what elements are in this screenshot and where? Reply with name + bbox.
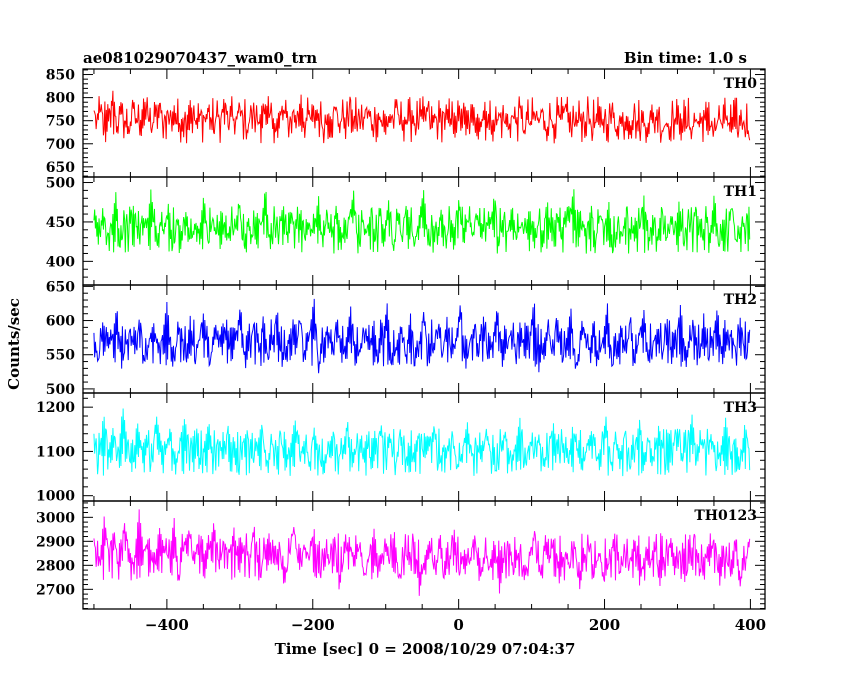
- series-line-th3: [93, 408, 751, 477]
- bin-time-label: Bin time: 1.0 s: [624, 49, 747, 67]
- chart-title: ae081029070437_wam0_trn: [83, 49, 317, 67]
- series-line-th0: [93, 90, 751, 144]
- x-tick-label: 400: [735, 616, 766, 634]
- y-tick-label: 1200: [36, 400, 75, 416]
- x-tick-label: 200: [589, 616, 620, 634]
- y-tick-label: 850: [46, 68, 75, 84]
- y-tick-label: 650: [46, 160, 75, 176]
- panel-th0: 650 700 750 800 850 TH0: [46, 68, 766, 178]
- series-label-th0123: TH0123: [694, 508, 757, 524]
- y-tick-label: 2700: [36, 582, 75, 598]
- y-tick-label: 700: [46, 137, 75, 153]
- y-tick-label: 500: [46, 176, 75, 192]
- series-line-th2: [93, 298, 751, 374]
- series-label-th0: TH0: [724, 76, 758, 92]
- y-tick-label: 1100: [36, 444, 75, 460]
- y-tick-label: 550: [46, 348, 75, 364]
- x-axis-label: Time [sec] 0 = 2008/10/29 07:04:37: [275, 640, 576, 658]
- series-label-th2: TH2: [724, 292, 757, 308]
- series-label-th3: TH3: [724, 400, 757, 416]
- panel-th2: 500 550 600 650 TH2: [46, 279, 766, 398]
- x-tick-label: −200: [291, 616, 335, 634]
- y-tick-label: 650: [46, 279, 75, 295]
- panel-th1: 400 450 500 TH1: [46, 176, 766, 286]
- y-axis-label: Counts/sec: [5, 298, 23, 390]
- panel-th3: 1000 1100 1200 TH3: [36, 392, 766, 505]
- series-line-th1: [93, 189, 751, 254]
- x-tick-label: 0: [453, 616, 463, 634]
- panels-group: 650 700 750 800 850 TH0 400 450 500 TH1 500 550 600 6…: [36, 68, 766, 634]
- y-tick-label: 500: [46, 382, 75, 398]
- y-tick-label: 1000: [36, 489, 75, 505]
- x-tick-label: −400: [145, 616, 189, 634]
- panel-frame: [82, 68, 766, 178]
- y-tick-label: 600: [46, 314, 75, 330]
- y-tick-label: 450: [46, 215, 75, 231]
- series-label-th1: TH1: [724, 184, 757, 200]
- panel-th0123: 2700 2800 2900 3000 TH0123: [36, 500, 766, 610]
- y-tick-label: 800: [46, 91, 75, 107]
- y-tick-label: 2900: [36, 534, 75, 550]
- panel-frame: [82, 500, 766, 610]
- y-tick-label: 3000: [36, 510, 75, 526]
- y-tick-label: 2800: [36, 558, 75, 574]
- y-tick-label: 400: [46, 254, 75, 270]
- series-line-th0123: [93, 509, 751, 596]
- y-tick-label: 750: [46, 114, 75, 130]
